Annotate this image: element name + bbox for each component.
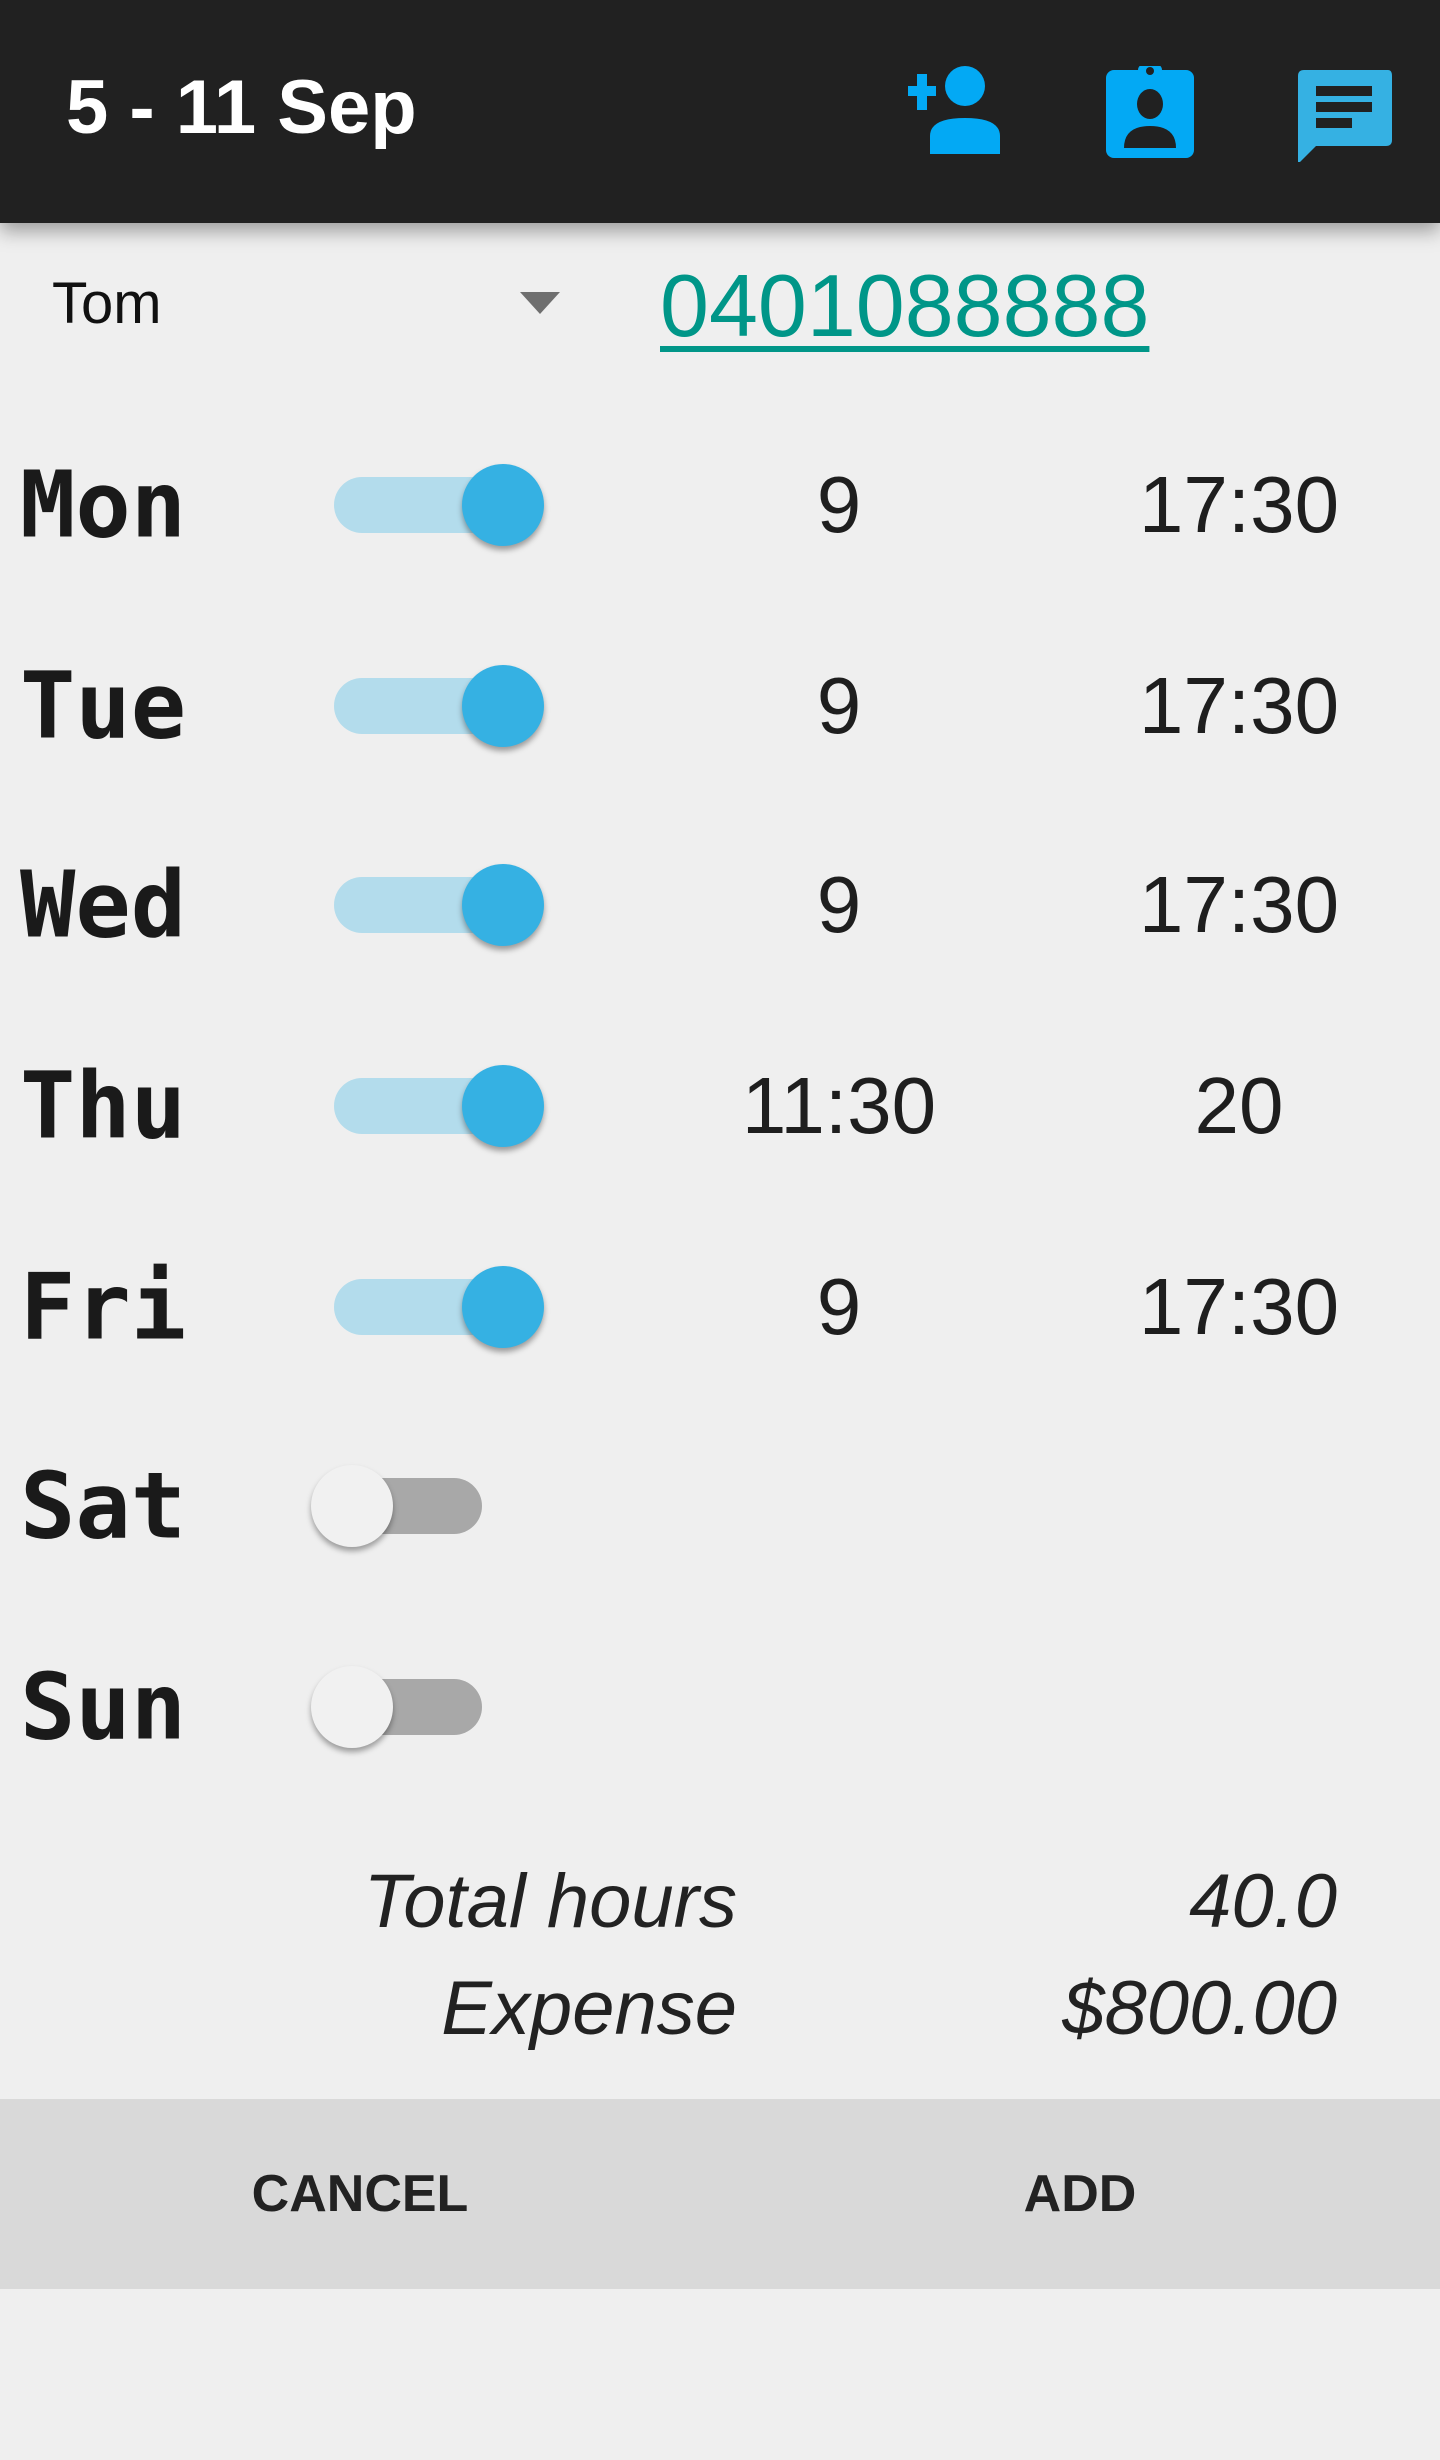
day-toggle[interactable] bbox=[334, 1061, 544, 1151]
dropdown-arrow-icon bbox=[520, 292, 560, 314]
toggle-thumb bbox=[311, 1666, 393, 1748]
person-add-icon[interactable] bbox=[908, 66, 1008, 162]
end-time[interactable]: 17:30 bbox=[1138, 860, 1340, 949]
day-row-tue: Tue 9 17:30 bbox=[0, 606, 1440, 806]
day-label: Wed bbox=[20, 851, 187, 959]
start-time[interactable]: 9 bbox=[816, 1262, 862, 1351]
badge-icon[interactable] bbox=[1104, 64, 1204, 162]
day-toggle[interactable] bbox=[334, 460, 544, 550]
total-hours-value: 40.0 bbox=[1189, 1859, 1337, 1944]
toggle-thumb bbox=[311, 1465, 393, 1547]
day-toggle[interactable] bbox=[334, 860, 544, 950]
cancel-button[interactable]: CANCEL bbox=[251, 2165, 469, 2223]
end-time[interactable]: 17:30 bbox=[1138, 661, 1340, 750]
day-label: Sun bbox=[20, 1653, 187, 1761]
day-toggle[interactable] bbox=[311, 1461, 504, 1551]
day-row-mon: Mon 9 17:30 bbox=[0, 405, 1440, 605]
start-time[interactable]: 11:30 bbox=[741, 1061, 937, 1150]
day-row-sat: Sat bbox=[0, 1406, 1440, 1606]
day-label: Fri bbox=[20, 1253, 187, 1361]
end-time[interactable]: 17:30 bbox=[1138, 460, 1340, 549]
toggle-thumb bbox=[462, 864, 544, 946]
expense-value: $800.00 bbox=[1062, 1966, 1337, 2051]
start-time[interactable]: 9 bbox=[816, 860, 862, 949]
day-label: Mon bbox=[20, 451, 187, 559]
day-row-sun: Sun bbox=[0, 1607, 1440, 1807]
start-time[interactable]: 9 bbox=[816, 460, 862, 549]
phone-link[interactable]: 0401088888 bbox=[660, 256, 1150, 355]
day-toggle[interactable] bbox=[311, 1662, 504, 1752]
toggle-thumb bbox=[462, 1266, 544, 1348]
employee-selected: Tom bbox=[52, 271, 162, 336]
expense-label: Expense bbox=[441, 1966, 737, 2051]
end-time[interactable]: 17:30 bbox=[1138, 1262, 1340, 1351]
day-label: Thu bbox=[20, 1052, 187, 1160]
page-title: 5 - 11 Sep bbox=[66, 65, 417, 150]
day-label: Tue bbox=[20, 652, 187, 760]
message-icon[interactable] bbox=[1296, 66, 1396, 164]
toggle-thumb bbox=[462, 1065, 544, 1147]
end-time[interactable]: 20 bbox=[1194, 1061, 1284, 1150]
button-bar: CANCEL ADD bbox=[0, 2099, 1440, 2289]
day-toggle[interactable] bbox=[334, 661, 544, 751]
total-hours-label: Total hours bbox=[363, 1859, 737, 1944]
day-row-fri: Fri 9 17:30 bbox=[0, 1207, 1440, 1407]
day-label: Sat bbox=[20, 1452, 187, 1560]
start-time[interactable]: 9 bbox=[816, 661, 862, 750]
toggle-thumb bbox=[462, 464, 544, 546]
app-bar: 5 - 11 Sep bbox=[0, 0, 1440, 223]
toggle-thumb bbox=[462, 665, 544, 747]
day-toggle[interactable] bbox=[334, 1262, 544, 1352]
day-row-wed: Wed 9 17:30 bbox=[0, 805, 1440, 1005]
day-row-thu: Thu 11:30 20 bbox=[0, 1006, 1440, 1206]
add-button[interactable]: ADD bbox=[1023, 2165, 1137, 2223]
